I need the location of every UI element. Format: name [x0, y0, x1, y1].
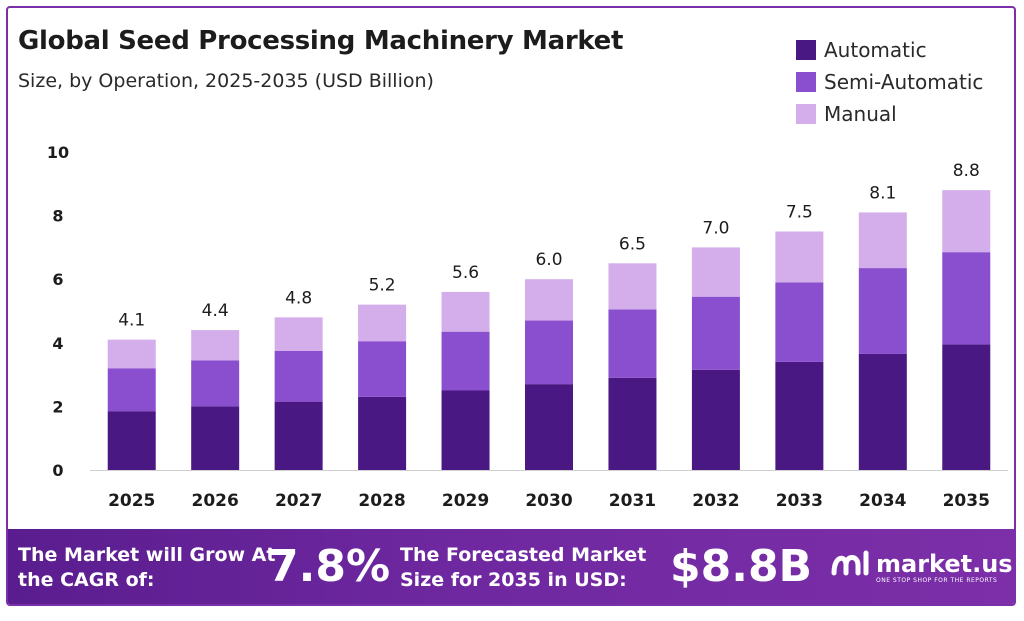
bar-segment-automatic [691, 369, 740, 470]
y-tick-label: 10 [47, 143, 69, 162]
chart-title: Global Seed Processing Machinery Market [18, 26, 624, 56]
bar-segment-automatic [107, 411, 156, 470]
bar-segment-manual [691, 247, 740, 297]
bar-total-label: 4.4 [202, 301, 229, 321]
x-tick-label: 2033 [776, 491, 823, 511]
bar-segment-manual [107, 339, 156, 369]
x-tick-label: 2035 [943, 491, 990, 511]
bar-segment-semi-automatic [191, 360, 240, 407]
bar-total-label: 6.5 [619, 234, 646, 254]
bar-segment-semi-automatic [858, 268, 907, 354]
bar-segment-automatic [775, 361, 824, 470]
bar-total-label: 5.6 [452, 263, 479, 283]
bar-segment-semi-automatic [775, 282, 824, 362]
bar-segment-manual [525, 279, 573, 321]
bar-segment-manual [358, 304, 407, 342]
logo-wordmark: market.us [876, 550, 1013, 578]
bar-segment-semi-automatic [274, 350, 323, 402]
legend-swatch-semi-automatic [796, 72, 816, 92]
bar-segment-automatic [525, 384, 573, 470]
market-us-logo: market.us ONE STOP SHOP FOR THE REPORTS [830, 547, 1013, 584]
y-tick-label: 4 [52, 334, 63, 353]
bar-segment-automatic [191, 406, 240, 470]
legend-item-manual: Manual [796, 98, 983, 130]
bar-segment-automatic [608, 377, 657, 470]
legend-swatch-manual [796, 104, 816, 124]
legend: Automatic Semi-Automatic Manual [796, 34, 983, 130]
bar-segment-semi-automatic [691, 296, 740, 370]
x-tick-label: 2029 [442, 491, 489, 511]
y-tick-label: 6 [52, 270, 63, 289]
bar-total-label: 8.1 [869, 183, 896, 203]
y-tick-label: 8 [52, 207, 63, 226]
y-tick-label: 0 [52, 461, 63, 480]
x-tick-label: 2032 [692, 491, 739, 511]
summary-footer: The Market will Grow At the CAGR of: 7.8… [8, 529, 1014, 604]
bar-segment-automatic [358, 396, 407, 470]
forecast-caption: The Forecasted Market Size for 2035 in U… [400, 544, 647, 591]
x-tick-label: 2031 [609, 491, 656, 511]
legend-label-automatic: Automatic [824, 38, 927, 62]
x-tick-label: 2025 [108, 491, 155, 511]
bar-total-label: 8.8 [953, 161, 980, 181]
x-tick-label: 2030 [525, 491, 572, 511]
x-tick-label: 2028 [358, 491, 405, 511]
cagr-caption: The Market will Grow At the CAGR of: [18, 544, 276, 591]
forecast-value: $8.8B [670, 541, 813, 592]
bar-segment-semi-automatic [608, 309, 657, 378]
bar-segment-manual [608, 263, 657, 310]
chart-card: Global Seed Processing Machinery Market … [6, 6, 1016, 606]
legend-swatch-automatic [796, 40, 816, 60]
legend-label-semi-automatic: Semi-Automatic [824, 70, 984, 94]
bar-segment-manual [274, 317, 323, 351]
bar-segment-manual [942, 190, 991, 253]
stacked-bar-chart: 0 2 4 6 8 10 4.1 2025 4.4 2026 4.8 2027 5.2 2028 5.6 20… [47, 143, 1008, 511]
bar-segment-semi-automatic [525, 320, 573, 385]
bar-segment-automatic [441, 390, 490, 470]
bar-segment-semi-automatic [441, 331, 490, 391]
x-tick-label: 2026 [192, 491, 239, 511]
bar-total-label: 4.8 [285, 288, 312, 308]
bar-segment-semi-automatic [942, 252, 991, 345]
x-tick-label: 2034 [859, 491, 906, 511]
bar-segment-automatic [942, 344, 991, 470]
y-tick-label: 2 [52, 397, 63, 416]
bar-total-label: 5.2 [369, 276, 396, 296]
bar-total-label: 6.0 [535, 250, 562, 270]
bar-segment-automatic [858, 353, 907, 470]
legend-item-semi-automatic: Semi-Automatic [796, 66, 983, 98]
bar-segment-semi-automatic [107, 368, 156, 412]
bar-segment-manual [858, 212, 907, 269]
bar-segment-automatic [274, 401, 323, 470]
bar-total-label: 4.1 [118, 311, 145, 331]
bar-segment-semi-automatic [358, 341, 407, 397]
bar-total-label: 7.0 [702, 218, 729, 238]
bar-segment-manual [775, 231, 824, 283]
market-us-logo-icon [831, 550, 869, 576]
bar-total-label: 7.5 [786, 203, 813, 223]
bar-segment-manual [441, 291, 490, 332]
legend-label-manual: Manual [824, 102, 897, 126]
chart-subtitle: Size, by Operation, 2025-2035 (USD Billi… [18, 70, 434, 92]
legend-item-automatic: Automatic [796, 34, 983, 66]
logo-tagline: ONE STOP SHOP FOR THE REPORTS [876, 577, 998, 584]
bar-segment-manual [191, 330, 240, 361]
cagr-value: 7.8% [268, 541, 391, 592]
x-tick-label: 2027 [275, 491, 322, 511]
